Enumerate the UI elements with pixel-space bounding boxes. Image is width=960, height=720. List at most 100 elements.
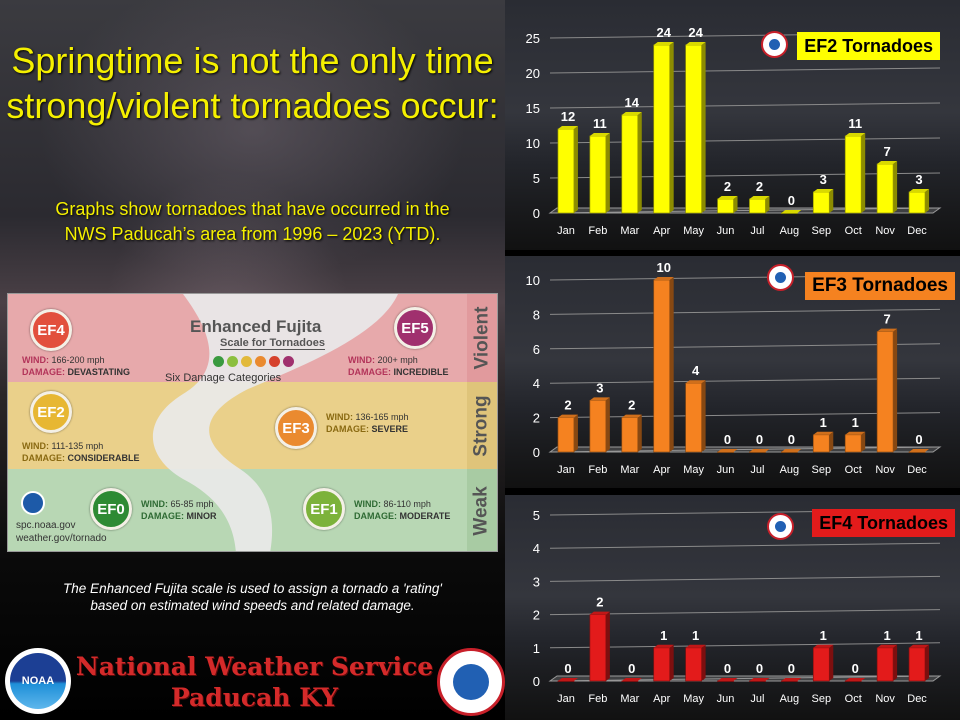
data-label: 0	[756, 661, 763, 676]
bar-top	[813, 644, 834, 648]
badge-ef4: EF4	[30, 309, 72, 351]
noaa-logo-icon: NOAA	[5, 648, 71, 714]
bar-front	[557, 680, 575, 682]
bar-front	[781, 680, 798, 682]
chart-ef4-svg: 0 1 2 3 4 5 0 Jan 2 Feb 0 Mar 1 Apr 1 May 0 Jun 0 Jul 0 Aug 1 S…	[533, 508, 942, 705]
x-tick-label: Sep	[812, 225, 832, 237]
scale-dot	[283, 356, 294, 367]
org-name: National Weather Service	[75, 652, 434, 681]
bar-side	[733, 196, 738, 213]
x-tick-label: Oct	[845, 225, 862, 237]
data-label: 0	[724, 661, 731, 676]
x-tick-label: Jan	[557, 225, 575, 237]
bar-front	[685, 44, 702, 214]
gridline	[549, 575, 941, 582]
data-label: 1	[692, 628, 699, 643]
data-label: 3	[596, 380, 603, 395]
ef5-damage-value: INCREDIBLE	[393, 367, 449, 377]
bar-oct	[844, 431, 866, 453]
ef3-damage-label: DAMAGE:	[326, 424, 369, 434]
headline: Springtime is not the only time strong/v…	[0, 38, 505, 128]
x-tick-label: Oct	[845, 693, 862, 705]
bar-front	[621, 417, 639, 453]
data-label: 2	[724, 179, 731, 194]
band-label-weak: Weak	[471, 486, 493, 536]
band-label-violent: Violent	[471, 306, 492, 370]
ef3-damage-value: SEVERE	[371, 424, 409, 434]
ef3-wind-value: 136-165 mph	[355, 412, 409, 422]
bar-jun	[717, 678, 738, 682]
y-tick-label: 15	[526, 101, 540, 116]
ef-scale-dots	[213, 356, 294, 367]
x-tick-label: Aug	[780, 225, 800, 237]
y-tick-label: 6	[533, 342, 540, 357]
bar-top	[653, 644, 674, 648]
bar-top	[717, 449, 738, 452]
caption-line-1: The Enhanced Fujita scale is used to ass…	[63, 581, 442, 596]
chart-ef4-title: EF4 Tornadoes	[812, 509, 955, 537]
x-tick-label: Nov	[875, 464, 895, 476]
y-tick-label: 8	[533, 307, 540, 322]
bar-side	[829, 431, 834, 452]
bar-top	[781, 449, 802, 452]
bar-feb	[589, 397, 610, 453]
bar-sep	[812, 189, 834, 214]
bar-side	[765, 196, 770, 213]
bar-front	[844, 135, 862, 214]
chart-ef3-svg: 02468102Jan3Feb2Mar10Apr4May0Jun0Jul0Aug…	[526, 260, 942, 476]
ef0-damage-value: MINOR	[186, 511, 217, 521]
data-label: 2	[756, 179, 763, 194]
bar-front	[653, 647, 671, 682]
ef4-text: WIND: 166-200 mph DAMAGE: DEVASTATING	[22, 354, 130, 378]
bar-jan	[557, 414, 578, 453]
data-label: 12	[561, 109, 575, 124]
caption-line-2: based on estimated wind speeds and relat…	[90, 598, 415, 613]
data-label: 0	[756, 432, 763, 447]
bar-top	[749, 678, 770, 681]
x-tick-label: Feb	[588, 464, 607, 476]
bar-front	[844, 434, 862, 453]
bar-front	[653, 279, 671, 453]
data-label: 3	[820, 172, 827, 187]
data-label: 1	[852, 415, 859, 430]
bar-top	[589, 133, 610, 136]
data-label: 24	[656, 25, 671, 40]
bar-top	[621, 112, 642, 115]
data-label: 1	[820, 628, 827, 643]
x-tick-label: Mar	[620, 225, 639, 237]
data-label: 0	[915, 432, 922, 447]
y-tick-label: 20	[526, 66, 540, 81]
bar-oct	[844, 133, 866, 214]
y-tick-label: 2	[533, 411, 540, 426]
x-tick-label: Feb	[588, 693, 607, 705]
bar-top	[621, 678, 642, 681]
bar-front	[717, 198, 734, 214]
data-label: 7	[884, 312, 891, 327]
ef5-text: WIND: 200+ mph DAMAGE: INCREDIBLE	[348, 354, 449, 378]
x-tick-label: Jun	[717, 464, 735, 476]
ef2-text: WIND: 111-135 mph DAMAGE: CONSIDERABLE	[22, 440, 140, 464]
headline-line-2: strong/violent tornadoes occur:	[6, 85, 499, 126]
x-tick-label: Apr	[653, 693, 670, 705]
scale-dot	[227, 356, 238, 367]
band-tag-strong: Strong	[467, 382, 497, 469]
nws-tornado-website-text: weather.gov/tornado	[16, 533, 107, 544]
ef1-wind-value: 86-110 mph	[383, 499, 431, 509]
gridline	[549, 675, 941, 682]
bar-top	[685, 380, 706, 384]
bar-side	[925, 644, 930, 681]
chart-floor	[548, 675, 942, 682]
ef3-wind-label: WIND:	[326, 412, 353, 422]
bar-jan	[557, 678, 578, 682]
bar-top	[653, 42, 674, 45]
bar-top	[557, 414, 578, 418]
headline-line-1: Springtime is not the only time	[11, 40, 494, 81]
data-label: 0	[788, 432, 795, 447]
x-tick-label: Mar	[620, 464, 639, 476]
data-label: 11	[848, 116, 862, 131]
ef1-wind-label: WIND:	[354, 499, 381, 509]
bar-front	[908, 191, 926, 214]
x-tick-label: Dec	[907, 225, 927, 237]
ef4-wind-label: WIND:	[22, 355, 49, 365]
bar-nov	[876, 161, 898, 214]
